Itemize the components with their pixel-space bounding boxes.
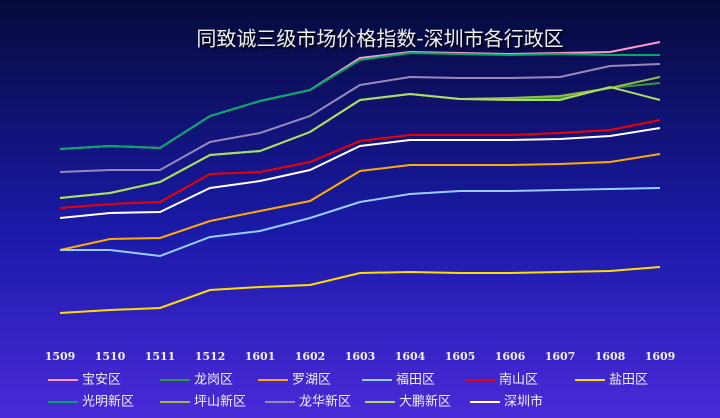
- series-line: [59, 153, 661, 251]
- legend-label: 龙华新区: [299, 394, 351, 410]
- x-tick-label: 1608: [595, 350, 626, 363]
- x-tick-label: 1512: [195, 350, 226, 363]
- x-tick-label: 1609: [645, 350, 676, 363]
- series-line: [59, 63, 661, 173]
- legend-label: 坪山新区: [194, 394, 246, 410]
- series-line: [59, 85, 661, 199]
- x-tick-label: 1607: [545, 350, 576, 363]
- x-tick-label: 1602: [295, 350, 326, 363]
- series-line: [59, 266, 661, 314]
- x-tick-label: 1509: [45, 350, 76, 363]
- series-line: [59, 51, 660, 150]
- x-tick-label: 1606: [495, 350, 526, 363]
- series-line: [59, 119, 661, 209]
- series-line: [59, 127, 661, 219]
- x-tick-label: 1603: [345, 350, 376, 363]
- x-tick-label: 1601: [245, 350, 276, 363]
- legend-label: 罗湖区: [292, 373, 331, 388]
- legend-label: 福田区: [396, 373, 435, 388]
- chart-title: 同致诚三级市场价格指数-深圳市各行政区: [196, 27, 563, 51]
- legend-label: 南山区: [499, 372, 538, 388]
- legend-label: 深圳市: [504, 394, 543, 410]
- legend-label: 龙岗区: [194, 373, 233, 388]
- legend-label: 大鹏新区: [399, 394, 451, 410]
- series-line: [60, 187, 661, 258]
- x-tick-label: 1605: [445, 350, 476, 363]
- x-tick-label: 1604: [395, 350, 426, 363]
- x-tick-label: 1511: [145, 350, 176, 363]
- legend-label: 宝安区: [82, 373, 121, 388]
- legend-label: 光明新区: [82, 394, 134, 410]
- x-tick-label: 1510: [95, 350, 126, 363]
- legend-label: 盐田区: [609, 373, 648, 388]
